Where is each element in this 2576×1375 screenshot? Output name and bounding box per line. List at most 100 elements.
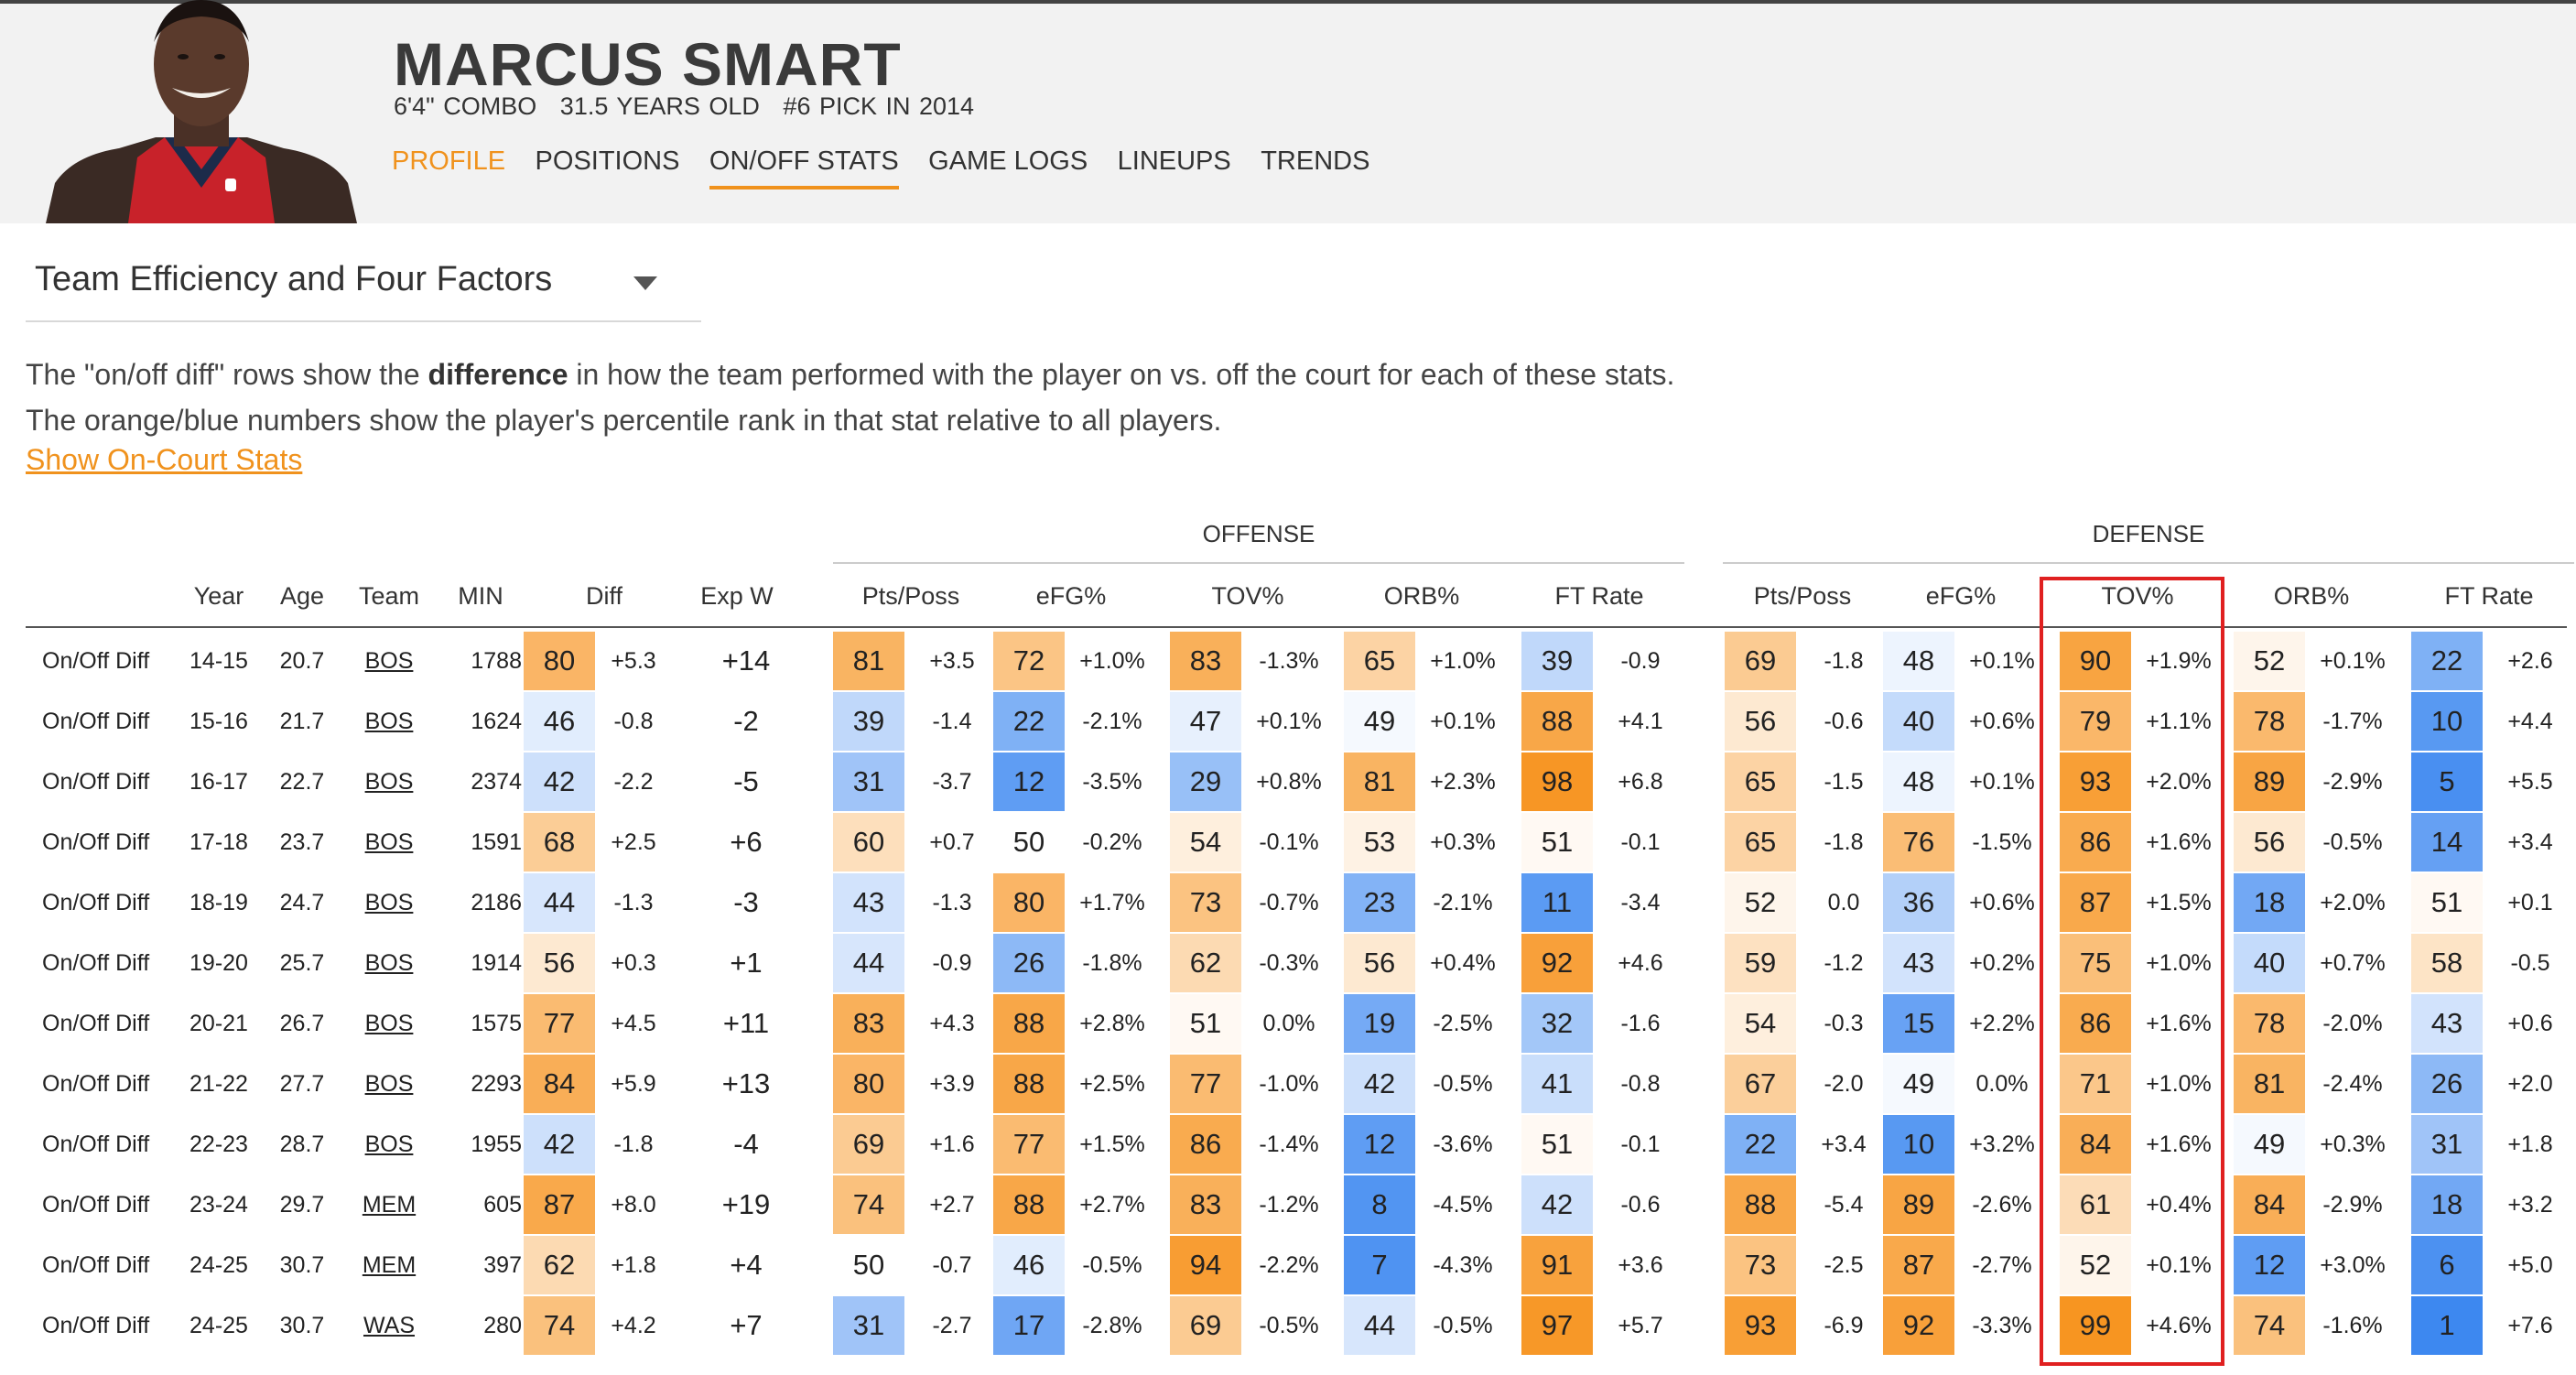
def-orb-percentile: 56 <box>2234 813 2305 872</box>
def-tov-percentile: 90 <box>2060 632 2131 690</box>
header-def-orb[interactable]: ORB% <box>2273 582 2350 610</box>
row-team[interactable]: BOS <box>364 648 414 674</box>
def-pts-poss-value: -2.0 <box>1824 1071 1864 1097</box>
header-def-efg[interactable]: eFG% <box>1925 582 1997 610</box>
row-team[interactable]: BOS <box>364 769 414 795</box>
off-efg-percentile: 80 <box>993 873 1065 932</box>
off-efg-value: -1.8% <box>1082 950 1142 976</box>
header-def-ft-rate[interactable]: FT Rate <box>2444 582 2534 610</box>
header-off-tov[interactable]: TOV% <box>1211 582 1284 610</box>
row-age: 26.7 <box>279 1011 325 1036</box>
off-pts-poss-value: +4.3 <box>929 1011 975 1036</box>
def-pts-poss-value: +3.4 <box>1821 1131 1867 1157</box>
row-team[interactable]: BOS <box>364 890 414 915</box>
def-efg-value: -2.7% <box>1972 1252 2032 1278</box>
row-team[interactable]: BOS <box>364 1011 414 1036</box>
def-pts-poss-percentile: 59 <box>1725 934 1796 992</box>
def-ft-rate-percentile: 1 <box>2411 1296 2483 1355</box>
row-diff-percentile: 44 <box>524 873 595 932</box>
off-efg-value: +1.0% <box>1079 648 1145 674</box>
tab-on-off-stats[interactable]: ON/OFF STATS <box>709 146 899 189</box>
header-team[interactable]: Team <box>358 582 420 610</box>
row-min: 1624 <box>471 709 522 734</box>
header-off-ft-rate[interactable]: FT Rate <box>1554 582 1644 610</box>
row-diff-percentile: 74 <box>524 1296 595 1355</box>
def-tov-value: +1.0% <box>2146 1071 2212 1097</box>
header-age[interactable]: Age <box>279 582 325 610</box>
def-tov-percentile: 52 <box>2060 1236 2131 1294</box>
header-off-orb[interactable]: ORB% <box>1383 582 1460 610</box>
row-min: 1591 <box>471 829 522 855</box>
off-orb-percentile: 8 <box>1344 1175 1415 1234</box>
description: The "on/off diff" rows show the differen… <box>26 352 1674 443</box>
row-label: On/Off Diff <box>42 890 150 915</box>
header-off-pts-poss[interactable]: Pts/Poss <box>861 582 960 610</box>
row-age: 21.7 <box>279 709 325 734</box>
tab-lineups[interactable]: LINEUPS <box>1117 146 1231 176</box>
def-ft-rate-value: +0.6 <box>2507 1011 2553 1036</box>
row-year: 16-17 <box>189 769 248 795</box>
row-age: 25.7 <box>279 950 325 976</box>
tab-positions[interactable]: POSITIONS <box>535 146 680 176</box>
player-name: MARCUS SMART <box>394 30 902 98</box>
def-pts-poss-value: 0.0 <box>1827 890 1860 915</box>
header-off-efg[interactable]: eFG% <box>1035 582 1107 610</box>
header-def-pts-poss[interactable]: Pts/Poss <box>1753 582 1852 610</box>
off-pts-poss-percentile: 74 <box>833 1175 904 1234</box>
row-team[interactable]: BOS <box>364 1131 414 1157</box>
def-tov-percentile: 99 <box>2060 1296 2131 1355</box>
off-tov-value: -0.5% <box>1259 1313 1319 1338</box>
off-ft-rate-percentile: 41 <box>1521 1055 1593 1113</box>
off-orb-value: -4.5% <box>1433 1192 1493 1218</box>
row-age: 30.7 <box>279 1313 325 1338</box>
off-pts-poss-percentile: 50 <box>833 1236 904 1294</box>
chevron-down-icon <box>633 276 657 290</box>
row-team[interactable]: WAS <box>363 1313 416 1338</box>
off-tov-percentile: 29 <box>1170 752 1241 811</box>
off-orb-percentile: 56 <box>1344 934 1415 992</box>
tab-profile[interactable]: PROFILE <box>392 146 506 176</box>
row-label: On/Off Diff <box>42 648 150 674</box>
row-diff-percentile: 77 <box>524 994 595 1053</box>
off-pts-poss-value: +3.9 <box>929 1071 975 1097</box>
stat-category-select[interactable]: Team Efficiency and Four Factors <box>26 247 701 322</box>
row-team[interactable]: MEM <box>362 1252 417 1278</box>
header-min[interactable]: MIN <box>458 582 503 610</box>
header-year[interactable]: Year <box>193 582 244 610</box>
def-efg-value: 0.0% <box>1975 1071 2029 1097</box>
row-year: 22-23 <box>189 1131 248 1157</box>
def-ft-rate-value: +1.8 <box>2507 1131 2553 1157</box>
def-ft-rate-value: +5.0 <box>2507 1252 2553 1278</box>
def-pts-poss-percentile: 65 <box>1725 813 1796 872</box>
off-orb-percentile: 19 <box>1344 994 1415 1053</box>
tab-game-logs[interactable]: GAME LOGS <box>928 146 1088 176</box>
off-pts-poss-percentile: 39 <box>833 692 904 751</box>
row-team[interactable]: BOS <box>364 1071 414 1097</box>
tab-trends[interactable]: TRENDS <box>1261 146 1370 176</box>
header-exp-w[interactable]: Exp W <box>700 582 774 610</box>
header-diff[interactable]: Diff <box>585 582 622 610</box>
off-efg-percentile: 12 <box>993 752 1065 811</box>
off-tov-value: +0.8% <box>1256 769 1322 795</box>
def-orb-value: -2.9% <box>2322 769 2383 795</box>
row-team[interactable]: BOS <box>364 709 414 734</box>
row-label: On/Off Diff <box>42 769 150 795</box>
row-label: On/Off Diff <box>42 1071 150 1097</box>
row-diff-percentile: 84 <box>524 1055 595 1113</box>
row-exp-w: -2 <box>733 705 759 737</box>
off-pts-poss-value: -3.7 <box>932 769 972 795</box>
def-tov-value: +0.4% <box>2146 1192 2212 1218</box>
header-def-tov[interactable]: TOV% <box>2101 582 2174 610</box>
def-efg-percentile: 48 <box>1883 752 1954 811</box>
off-pts-poss-value: -0.7 <box>932 1252 972 1278</box>
off-pts-poss-value: -2.7 <box>932 1313 972 1338</box>
show-on-court-stats-link[interactable]: Show On-Court Stats <box>26 443 303 476</box>
row-team[interactable]: BOS <box>364 950 414 976</box>
off-efg-percentile: 17 <box>993 1296 1065 1355</box>
row-diff: +1.8 <box>611 1252 656 1278</box>
row-team[interactable]: BOS <box>364 829 414 855</box>
off-pts-poss-percentile: 69 <box>833 1115 904 1174</box>
row-team[interactable]: MEM <box>362 1192 417 1218</box>
player-height: 6'4" COMBO <box>394 92 537 120</box>
off-efg-percentile: 26 <box>993 934 1065 992</box>
